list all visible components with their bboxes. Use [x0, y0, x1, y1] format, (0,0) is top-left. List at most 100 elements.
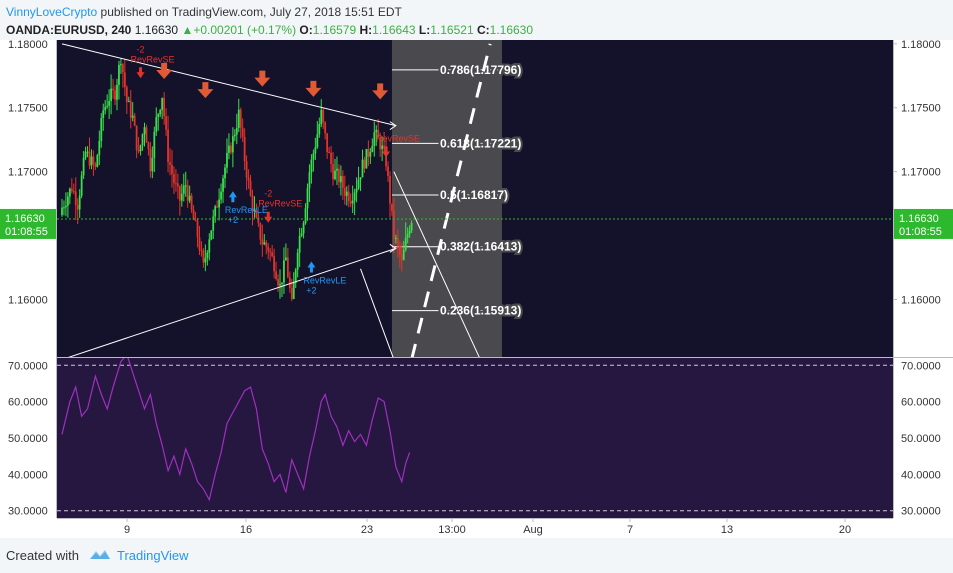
- candle-body: [353, 192, 356, 201]
- candle-body: [400, 255, 403, 260]
- long-signal-label: RevRevLE: [225, 205, 268, 215]
- candle-body: [178, 186, 181, 201]
- candle-body: [357, 179, 360, 189]
- candle-body: [277, 278, 279, 286]
- candle-body: [167, 129, 169, 163]
- long-signal-label: RevRevLE: [303, 276, 346, 286]
- candle-body: [78, 195, 81, 210]
- chart-header: VinnyLoveCrypto published on TradingView…: [0, 0, 953, 40]
- candle-body: [61, 207, 63, 216]
- candle-body: [161, 97, 164, 110]
- time-tick-label: 9: [124, 524, 130, 536]
- candle-body: [343, 187, 346, 196]
- candle-body: [149, 149, 152, 172]
- down-arrow-icon: [156, 62, 173, 79]
- candle-body: [269, 251, 272, 253]
- candle-body: [284, 257, 287, 261]
- candle-body: [233, 134, 236, 137]
- trendline-projection-dashed: [410, 43, 492, 357]
- candle-body: [383, 145, 385, 149]
- publish-line: VinnyLoveCrypto published on TradingView…: [6, 5, 402, 19]
- price-chart[interactable]: 0.786(1.17796) 0.618(1.17221) 0.5(1.16817)…: [0, 40, 953, 538]
- candle-body: [65, 205, 67, 208]
- candle-body: [410, 222, 413, 231]
- candle-body: [316, 134, 319, 148]
- time-tick-label: 13: [721, 524, 733, 536]
- created-with-text: Created with: [6, 548, 79, 563]
- candle-body: [102, 110, 105, 119]
- candle-body: [339, 176, 342, 183]
- candle-body: [114, 90, 116, 100]
- candle-body: [298, 235, 301, 253]
- candle-body: [224, 167, 226, 179]
- candle-body: [135, 125, 138, 150]
- candle-body: [163, 97, 166, 117]
- candle-body: [184, 185, 187, 187]
- rsi-line: [61, 358, 411, 502]
- candle-body: [120, 64, 122, 66]
- candle-body: [271, 252, 274, 257]
- candle-body: [398, 245, 401, 256]
- candle-body: [361, 159, 364, 178]
- candle-body: [373, 132, 376, 146]
- candle-body: [304, 208, 307, 224]
- trendline-arrowhead: [389, 121, 397, 131]
- candle-body: [151, 157, 154, 172]
- time-tick-label: 7: [627, 524, 633, 536]
- candle-body: [159, 109, 162, 115]
- candle-body: [296, 252, 299, 270]
- candle-body: [200, 250, 203, 252]
- candle-body: [145, 127, 148, 143]
- candle-body: [100, 118, 103, 142]
- change-value: +0.00201 (+0.17%): [193, 23, 297, 37]
- candle-body: [127, 100, 130, 102]
- candle-body: [63, 207, 65, 209]
- candle-body: [263, 242, 266, 245]
- candle-body: [241, 127, 244, 137]
- short-signal-qty: -2: [264, 189, 272, 199]
- candle-body: [118, 64, 120, 85]
- candle-body: [180, 193, 183, 201]
- candle-body: [359, 177, 362, 180]
- short-signal-label: RevRevSE: [258, 199, 302, 209]
- candle-body: [214, 206, 217, 217]
- close-value: 1.16630: [489, 23, 534, 37]
- candle-body: [247, 177, 250, 181]
- candle-body: [68, 188, 71, 197]
- candle-body: [255, 210, 258, 218]
- short-signal-label: RevRevSE: [131, 54, 175, 64]
- candle-body: [222, 178, 224, 192]
- high-value: 1.16643: [372, 23, 416, 37]
- open-label: O:: [299, 23, 313, 37]
- low-value: 1.16521: [430, 23, 474, 37]
- candle-body: [216, 206, 219, 208]
- author-link[interactable]: VinnyLoveCrypto: [6, 5, 98, 19]
- candle-body: [208, 239, 211, 253]
- short-signal-icon: [382, 146, 391, 158]
- time-tick-label: 20: [839, 524, 851, 536]
- candle-body: [408, 230, 411, 235]
- candle-body: [96, 155, 99, 167]
- candle-body: [121, 64, 124, 73]
- price-tick-right: 1.17000: [901, 167, 941, 179]
- rsi-tick-left: 50.0000: [8, 433, 48, 445]
- candle-body: [292, 283, 295, 299]
- candle-body: [251, 195, 254, 212]
- candle-body: [108, 101, 111, 106]
- price-tag-left: [0, 208, 56, 239]
- candle-body: [147, 142, 150, 150]
- candle-body: [351, 200, 354, 204]
- tradingview-brand-link[interactable]: TradingView: [117, 548, 189, 563]
- candle-body: [290, 288, 293, 299]
- candle-body: [243, 136, 246, 162]
- candle-body: [143, 127, 146, 135]
- candle-body: [279, 284, 281, 286]
- candle-body: [112, 88, 114, 91]
- candle-body: [171, 164, 173, 174]
- candle-body: [367, 149, 370, 157]
- price-tick-left: 1.16000: [8, 294, 48, 306]
- candle-body: [273, 256, 276, 272]
- price-tick-right: 1.17500: [901, 103, 941, 115]
- candle-body: [306, 188, 309, 209]
- candle-body: [210, 230, 213, 240]
